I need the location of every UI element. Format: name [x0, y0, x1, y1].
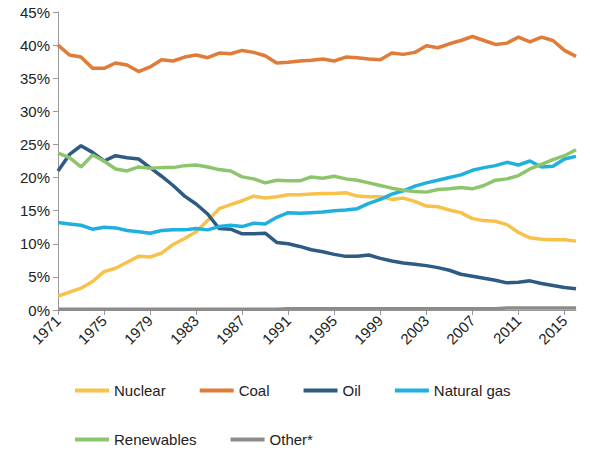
svg-text:1983: 1983: [167, 312, 203, 348]
svg-text:Natural gas: Natural gas: [434, 382, 511, 399]
svg-text:2011: 2011: [490, 312, 525, 347]
svg-text:35%: 35%: [20, 70, 50, 87]
svg-text:15%: 15%: [20, 202, 50, 219]
svg-text:2007: 2007: [443, 312, 479, 348]
svg-text:Other*: Other*: [270, 431, 314, 448]
svg-text:1971: 1971: [28, 312, 64, 348]
svg-text:Coal: Coal: [239, 382, 270, 399]
svg-text:Oil: Oil: [343, 382, 361, 399]
svg-text:1995: 1995: [305, 312, 341, 348]
svg-text:1979: 1979: [121, 312, 157, 348]
svg-text:2015: 2015: [535, 312, 571, 348]
svg-text:Renewables: Renewables: [114, 431, 197, 448]
svg-text:30%: 30%: [20, 103, 50, 120]
svg-text:25%: 25%: [20, 136, 50, 153]
svg-text:1987: 1987: [213, 312, 249, 348]
svg-text:5%: 5%: [28, 268, 50, 285]
svg-text:10%: 10%: [20, 235, 50, 252]
svg-text:0%: 0%: [28, 301, 50, 319]
svg-text:45%: 45%: [20, 4, 50, 21]
svg-text:1999: 1999: [351, 312, 387, 348]
svg-text:2003: 2003: [397, 312, 433, 348]
svg-text:1991: 1991: [259, 312, 295, 348]
svg-text:1975: 1975: [74, 312, 110, 348]
svg-text:Nuclear: Nuclear: [114, 382, 166, 399]
svg-text:40%: 40%: [20, 37, 50, 54]
svg-text:20%: 20%: [20, 169, 50, 186]
